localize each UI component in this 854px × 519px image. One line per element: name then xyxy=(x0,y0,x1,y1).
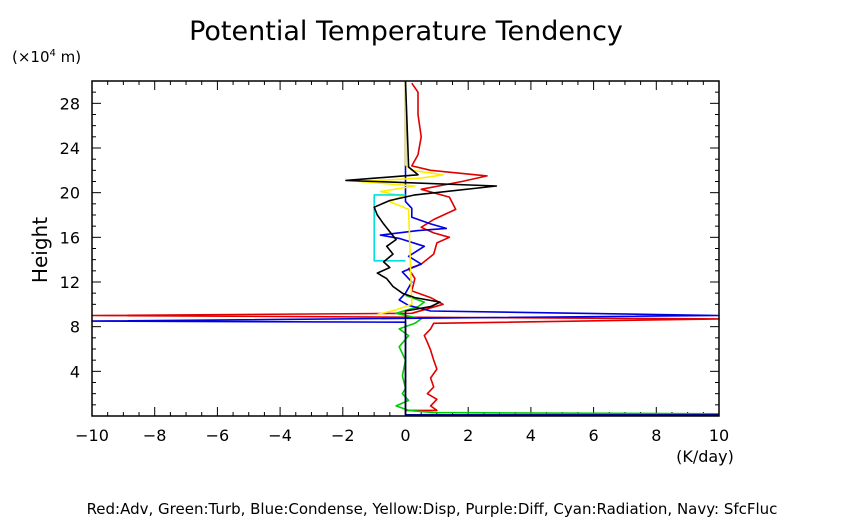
series-line-yellow-disp xyxy=(357,81,444,316)
y-axis-unit-exponent: 4 xyxy=(50,48,56,59)
x-tick-label: −4 xyxy=(268,426,292,445)
series-line-red-adv xyxy=(91,82,720,412)
series-line-total xyxy=(345,80,498,415)
data-series xyxy=(91,80,720,416)
x-tick-label: 8 xyxy=(651,426,661,445)
y-axis-label: Height xyxy=(28,217,52,283)
x-axis-unit: (K/day) xyxy=(676,447,734,466)
y-tick-label: 12 xyxy=(60,273,80,292)
y-tick-label: 16 xyxy=(60,228,80,247)
y-tick-label: 24 xyxy=(60,139,80,158)
x-tick-label: −10 xyxy=(75,426,109,445)
y-tick-label: 28 xyxy=(60,94,80,113)
y-tick-label: 20 xyxy=(60,184,80,203)
series-line-blue-condense xyxy=(91,81,720,416)
chart-title: Potential Temperature Tendency xyxy=(189,16,623,47)
legend-text: Red:Adv, Green:Turb, Blue:Condense, Yell… xyxy=(87,500,778,518)
series-line-cyan-radiation xyxy=(373,194,406,262)
x-tick-label: −6 xyxy=(206,426,230,445)
x-tick-label: 2 xyxy=(463,426,473,445)
x-tick-label: 4 xyxy=(526,426,536,445)
y-axis-unit: (×104 m) xyxy=(12,48,81,66)
x-tick-label: 10 xyxy=(709,426,729,445)
y-axis-unit-prefix: (×10 xyxy=(12,48,50,66)
x-tick-label: 0 xyxy=(400,426,410,445)
x-tick-label: 6 xyxy=(589,426,599,445)
series-line-green-turb xyxy=(395,294,720,415)
y-axis-unit-suffix: m) xyxy=(56,48,81,66)
y-tick-label: 8 xyxy=(70,318,80,337)
plot-frame xyxy=(91,80,720,417)
x-tick-label: −8 xyxy=(143,426,167,445)
y-tick-label: 4 xyxy=(70,362,80,381)
x-tick-label: −2 xyxy=(331,426,355,445)
